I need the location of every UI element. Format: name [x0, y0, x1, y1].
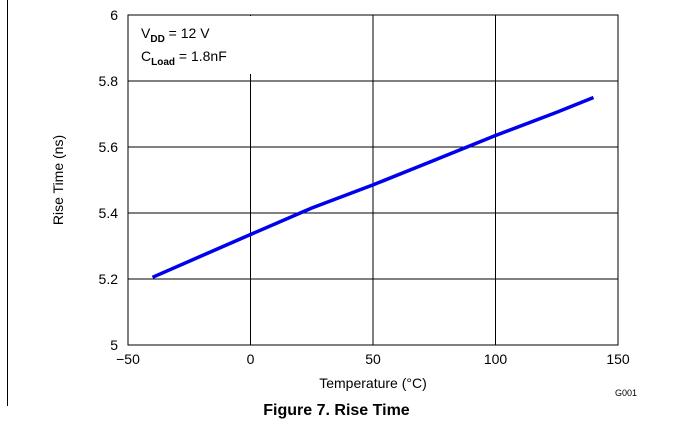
annotation-box — [128, 16, 266, 74]
x-axis-ticks: −50 0 50 100 150 — [116, 351, 630, 367]
x-tick-label: −50 — [116, 351, 140, 367]
figure-caption: Figure 7. Rise Time — [263, 402, 410, 419]
annotation-vdd-main: V — [141, 25, 151, 41]
y-axis-label: Rise Time (ns) — [50, 135, 66, 225]
figure-code: G001 — [615, 388, 637, 398]
y-tick-label: 5.2 — [99, 271, 119, 287]
annotation-cload-main: C — [141, 48, 151, 64]
series-layer — [151, 95, 595, 279]
y-tick-label: 6 — [110, 7, 118, 23]
annotation-vdd: VDD = 12 V — [141, 25, 210, 45]
y-tick-label: 5.4 — [99, 205, 119, 221]
x-tick-label: 0 — [247, 351, 255, 367]
y-tick-label: 5.6 — [99, 139, 119, 155]
x-tick-label: 150 — [606, 351, 630, 367]
x-axis-label: Temperature (°C) — [319, 375, 427, 391]
x-tick-label: 50 — [365, 351, 381, 367]
annotation-cload-sub: Load — [151, 57, 175, 68]
series-line — [151, 95, 595, 279]
annotation-cload-value: = 1.8nF — [175, 48, 227, 64]
annotation-cload: CLoad = 1.8nF — [141, 48, 227, 68]
y-axis-ticks: 5 5.2 5.4 5.6 5.8 6 — [99, 7, 119, 353]
plot-frame — [127, 14, 619, 346]
chart-grid — [128, 15, 618, 345]
x-tick-label: 100 — [484, 351, 508, 367]
annotation-vdd-sub: DD — [150, 34, 164, 45]
rise-time-chart: 5 5.2 5.4 5.6 5.8 6 −50 0 50 100 150 VDD = 12 V C… — [50, 7, 637, 398]
annotation-vdd-value: = 12 V — [165, 25, 210, 41]
y-tick-label: 5.8 — [99, 73, 119, 89]
y-tick-label: 5 — [110, 337, 118, 353]
page-margin-rule — [7, 0, 8, 406]
